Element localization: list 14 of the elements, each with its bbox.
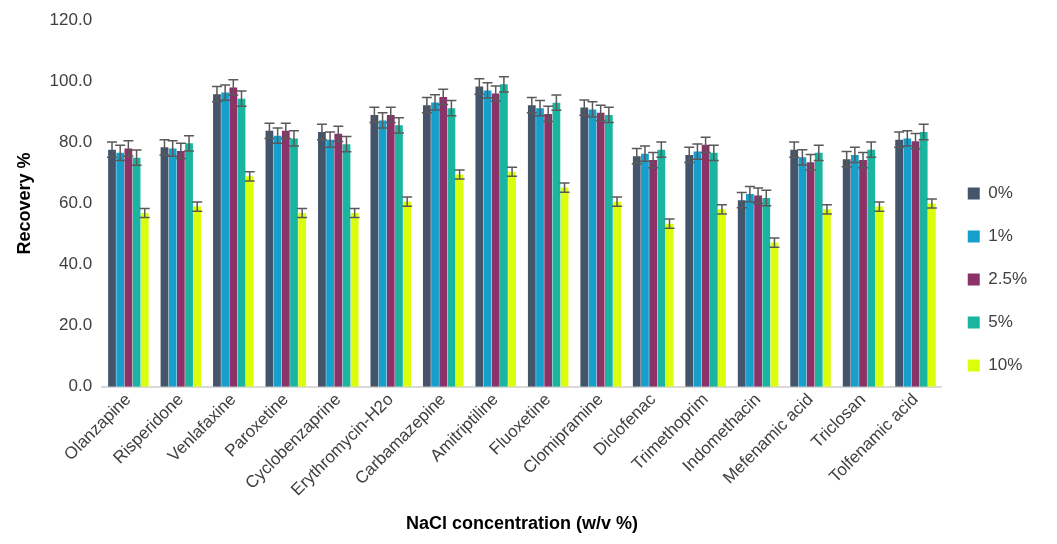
- y-tick-label: 20.0: [59, 315, 93, 335]
- y-tick-label: 60.0: [59, 193, 93, 213]
- legend-label: 10%: [988, 355, 1023, 375]
- y-tick-label: 120.0: [49, 9, 93, 29]
- y-tick-label: 0.0: [68, 376, 93, 396]
- y-tick-label: 80.0: [59, 132, 93, 152]
- y-tick-label: 100.0: [49, 70, 93, 90]
- legend-label: 2.5%: [988, 269, 1027, 289]
- legend-label: 5%: [988, 312, 1013, 332]
- legend-label: 0%: [988, 183, 1013, 203]
- legend-label: 1%: [988, 226, 1013, 246]
- y-tick-label: 40.0: [59, 254, 93, 274]
- x-axis-title: NaCl concentration (w/v %): [405, 513, 638, 534]
- y-axis-title: Recovery %: [13, 152, 34, 255]
